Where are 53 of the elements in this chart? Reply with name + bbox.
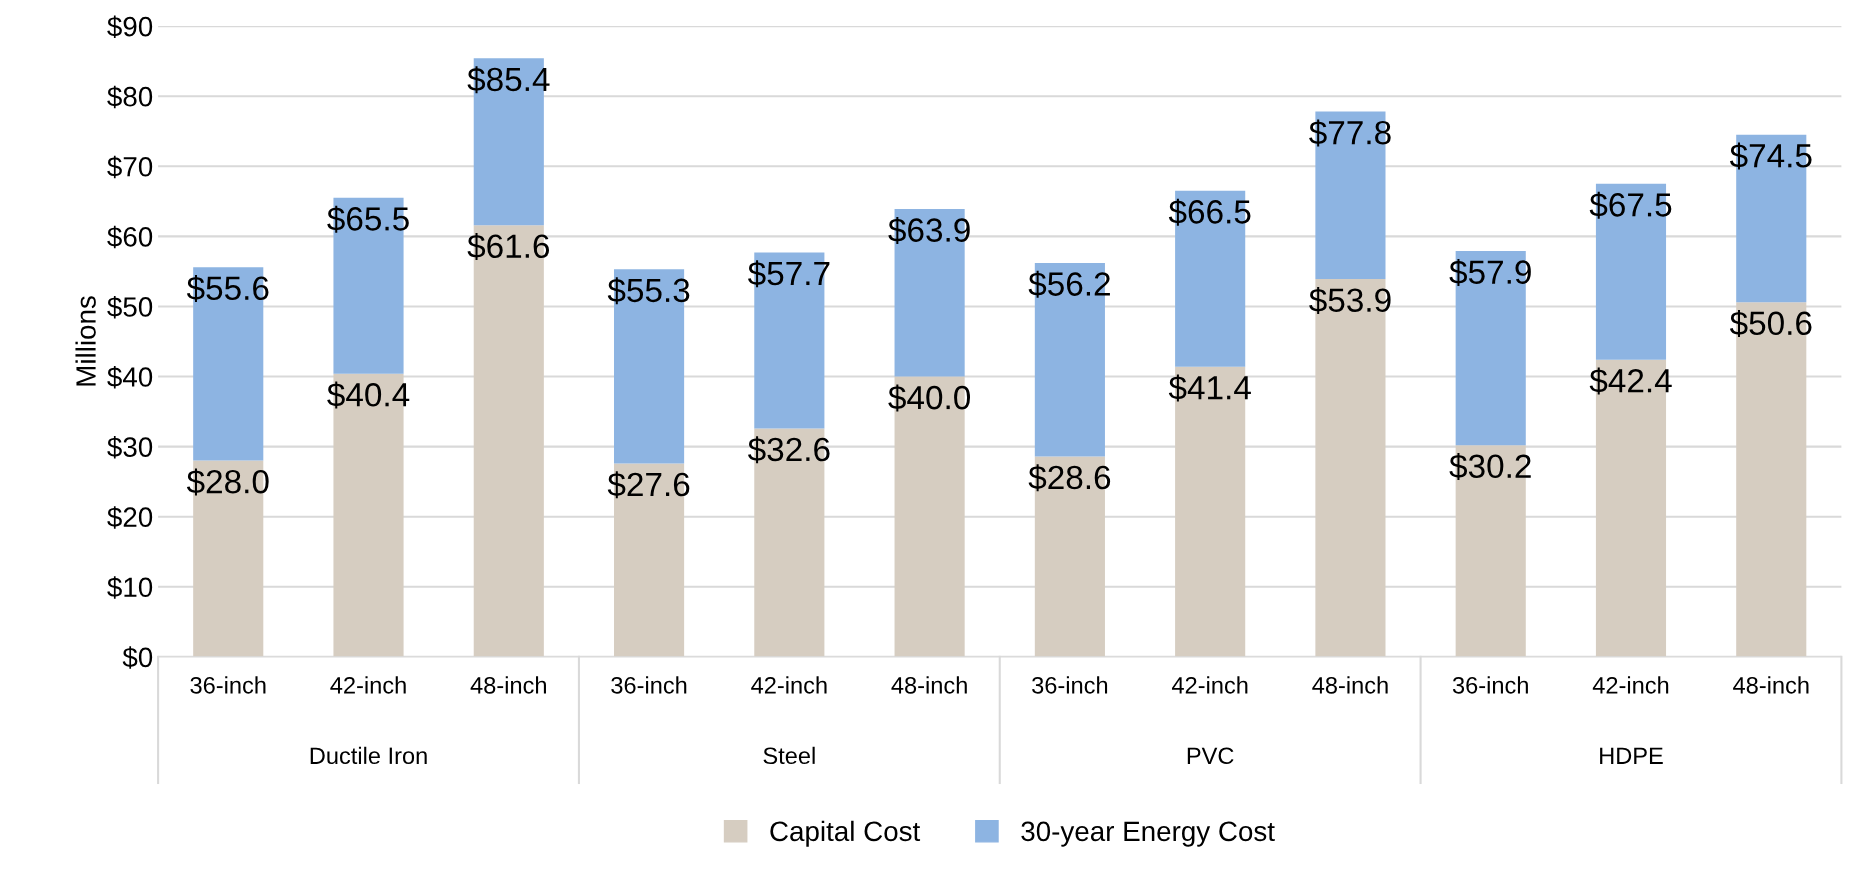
y-tick-label: $60 bbox=[107, 225, 153, 249]
data-label: $32.6 bbox=[747, 436, 830, 464]
total-label: $66.5 bbox=[1168, 198, 1251, 226]
y-tick-label: $20 bbox=[107, 506, 153, 529]
x-tick-label: 42-inch bbox=[1171, 676, 1248, 694]
data-label: $61.6 bbox=[467, 233, 550, 261]
text: HDPE bbox=[1600, 747, 1663, 764]
total-label: $57.7 bbox=[747, 260, 830, 288]
data-label: $30.2 bbox=[1449, 453, 1531, 481]
x-tick-label: 42-inch bbox=[330, 676, 406, 694]
total-label: $57.9 bbox=[1449, 258, 1531, 286]
data-label: $42.4 bbox=[1589, 367, 1672, 395]
x-tick-label: 48-inch bbox=[1312, 676, 1388, 694]
total-label: $55.3 bbox=[607, 277, 690, 305]
total-label: $85.4 bbox=[467, 66, 550, 94]
legend-label: 30-year Energy Cost bbox=[1021, 821, 1275, 847]
total-label: $55.6 bbox=[186, 275, 269, 303]
data-label: $40.4 bbox=[327, 381, 410, 409]
data-label: $27.6 bbox=[607, 471, 690, 499]
legend-label: Capital Cost bbox=[770, 820, 921, 847]
text: PVC bbox=[1187, 747, 1234, 765]
total-label: $63.9 bbox=[888, 216, 970, 244]
x-tick-label: 36-inch bbox=[1452, 676, 1528, 694]
y-axis-title: Millions bbox=[75, 296, 96, 386]
x-tick-label: 42-inch bbox=[1592, 676, 1669, 694]
data-label: $40.0 bbox=[888, 384, 971, 412]
text: Steel bbox=[763, 746, 815, 765]
x-tick-label: 36-inch bbox=[190, 676, 266, 694]
x-tick-label: 36-inch bbox=[1032, 676, 1108, 694]
y-tick-label: $80 bbox=[107, 85, 153, 109]
data-label: $28.0 bbox=[186, 468, 269, 496]
data-label: $28.6 bbox=[1028, 464, 1111, 492]
y-tick-label: $40 bbox=[107, 366, 153, 389]
data-label: $53.9 bbox=[1309, 286, 1391, 314]
x-tick-label: 48-inch bbox=[1733, 676, 1809, 694]
y-tick-label: $30 bbox=[107, 436, 153, 459]
y-tick-label: $10 bbox=[107, 576, 153, 599]
x-tick-label: 42-inch bbox=[751, 676, 827, 694]
y-tick-label: $70 bbox=[107, 155, 153, 179]
y-tick-label: $0 bbox=[122, 646, 153, 669]
data-label: $41.4 bbox=[1168, 374, 1251, 402]
x-tick-label: 36-inch bbox=[611, 676, 687, 694]
total-label: $65.5 bbox=[327, 205, 409, 233]
total-label: $67.5 bbox=[1589, 191, 1672, 219]
y-tick-label: $50 bbox=[107, 295, 153, 319]
total-label: $74.5 bbox=[1729, 142, 1812, 170]
total-label: $77.8 bbox=[1309, 119, 1391, 147]
text: Ductile Iron bbox=[310, 746, 427, 765]
x-tick-label: 48-inch bbox=[470, 676, 546, 694]
y-tick-label: $90 bbox=[107, 15, 153, 39]
total-label: $56.2 bbox=[1028, 270, 1110, 298]
data-label: $50.6 bbox=[1729, 310, 1812, 338]
x-tick-label: 48-inch bbox=[891, 676, 967, 694]
